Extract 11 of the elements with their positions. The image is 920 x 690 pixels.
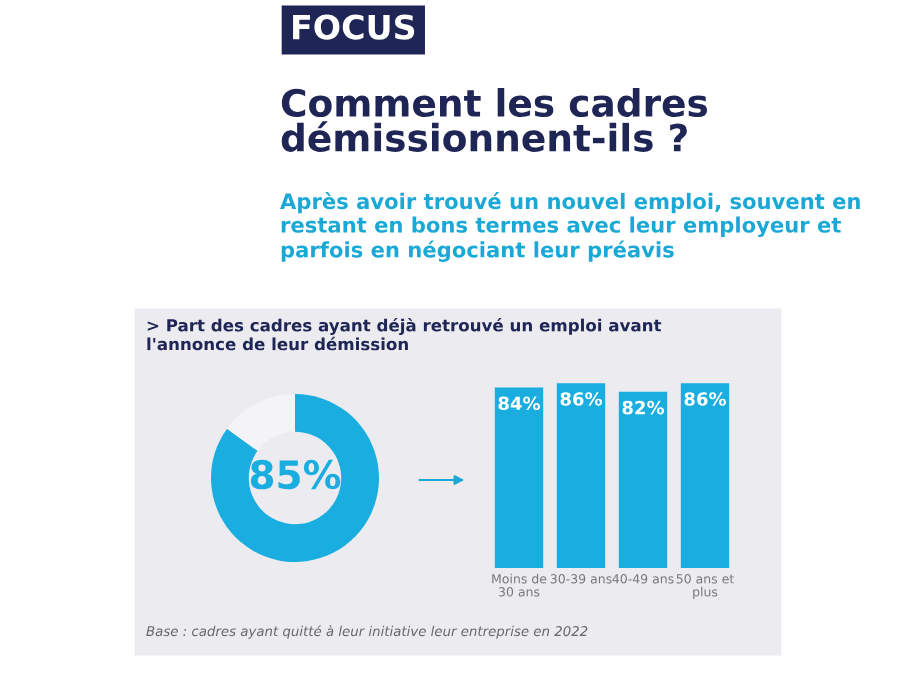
data-label: 84%	[498, 396, 541, 411]
text: Après avoir trouvé un nouvel emploi, souvent en restant en bons termes avec leur employeur et parfois en négociant leur préavis	[280, 192, 860, 262]
data-label: 86%	[560, 392, 603, 406]
donut-slice	[211, 394, 379, 562]
data-label: 82%	[622, 400, 665, 415]
text: Comment les cadres démissionnent-ils ?	[281, 88, 708, 152]
donut-slice	[227, 394, 295, 451]
text: > Part des cadres ayant déjà retrouvé un emploi avant l'annonce de leur démission	[147, 318, 662, 351]
text: FOCUS	[293, 14, 415, 40]
data-label: 86%	[684, 392, 727, 406]
data-label: 85%	[250, 459, 341, 490]
